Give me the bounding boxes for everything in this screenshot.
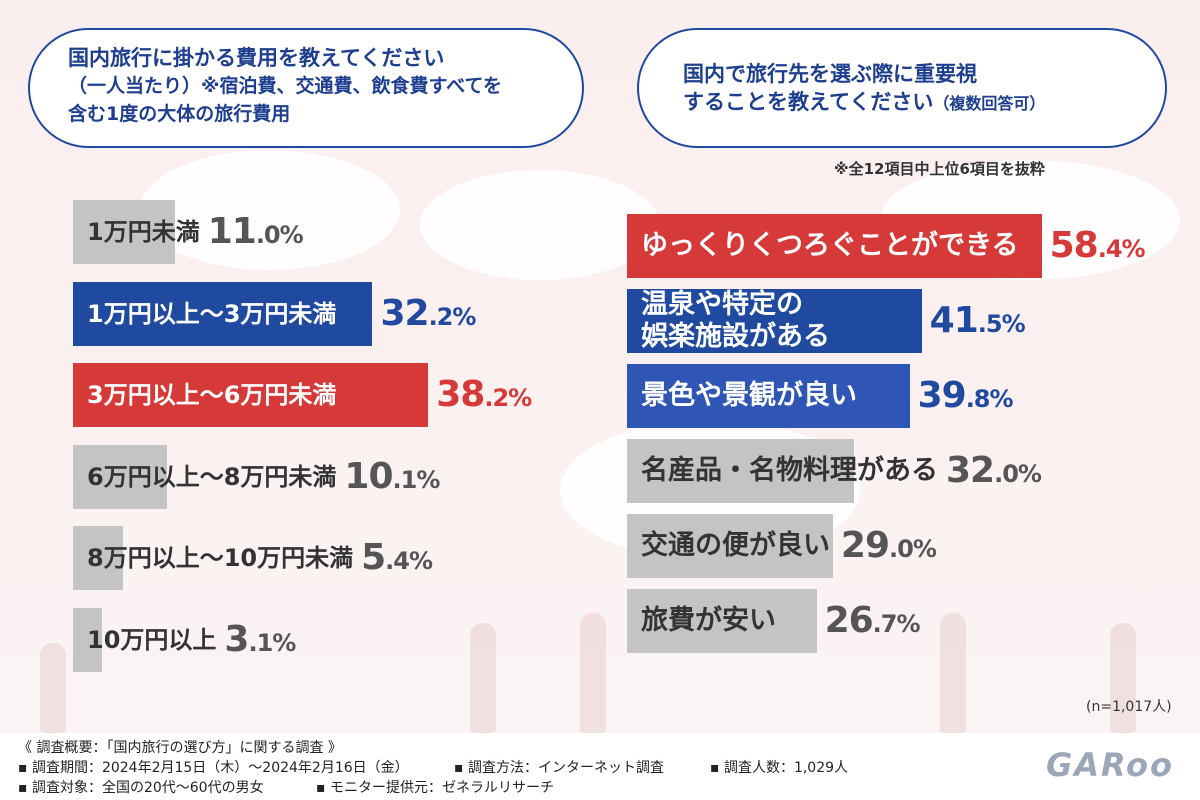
bar-label: 温泉や特定の 娯楽施設がある xyxy=(641,289,830,352)
bar-value: 41.5% xyxy=(929,300,1026,341)
bar-label: 1万円未満 xyxy=(87,218,200,246)
bar-row: 交通の便が良い 29.0% xyxy=(627,514,1187,578)
bar xyxy=(627,214,1042,278)
bar-value: 29.0% xyxy=(840,525,937,566)
bar xyxy=(627,439,855,503)
bar-label: 旅費が安い xyxy=(641,605,776,636)
bar-label: 名産品・名物料理がある xyxy=(641,455,938,486)
bar-label: 10万円以上 xyxy=(87,625,217,654)
bar xyxy=(627,514,833,578)
bar xyxy=(73,200,176,264)
bar xyxy=(73,444,167,509)
garoo-logo: GARoo xyxy=(1045,746,1174,784)
bar-row: 景色や景観が良い 39.8% xyxy=(627,364,1187,428)
bar-label: 3万円以上〜6万円未満 xyxy=(87,381,337,409)
bar-label: 8万円以上〜10万円未満 xyxy=(87,544,354,572)
bar-row: 6万円以上〜8万円未満 10.1% xyxy=(73,444,633,509)
bar xyxy=(627,589,817,653)
survey-count: ▪ 調査人数：1,029人 xyxy=(710,760,849,776)
bar xyxy=(73,281,373,346)
bar xyxy=(627,364,910,428)
bar-row: 3万円以上〜6万円未満 38.2% xyxy=(73,363,633,427)
top-six-note: ※全12項目中上位6項目を抜粋 xyxy=(834,160,1045,178)
traveler-silhouette xyxy=(40,643,66,733)
bar xyxy=(73,526,124,590)
bar-label: 景色や景観が良い xyxy=(641,380,857,411)
bar-row: 名産品・名物料理がある 32.0% xyxy=(627,439,1187,503)
bar-value: 32.2% xyxy=(380,292,476,334)
bar-row: 温泉や特定の 娯楽施設がある 41.5% xyxy=(627,289,1187,353)
bar-row: ゆっくりくつろぐことができる 58.4% xyxy=(627,214,1187,278)
survey-footer: 《 調査概要：「国内旅行の選び方」に関する調査 》 ▪ 調査期間：2024年2月… xyxy=(0,733,1200,800)
bar-value: 38.2% xyxy=(436,374,532,415)
bar-row: 1万円以上〜3万円未満 32.2% xyxy=(73,281,633,346)
bar-row: 10万円以上 3.1% xyxy=(73,607,633,672)
bar-value: 39.8% xyxy=(917,375,1014,416)
bar xyxy=(627,289,922,353)
sample-size: (n=1,017人) xyxy=(1086,699,1172,715)
right-question-line2: することを教えてください xyxy=(683,90,934,114)
left-question-line3: 含む1度の大体の旅行費用 xyxy=(68,103,291,125)
bar xyxy=(73,607,102,672)
bar-value: 32.0% xyxy=(946,450,1042,491)
traveler-silhouette xyxy=(470,623,496,733)
background-cloud xyxy=(420,170,660,280)
bar-value: 26.7% xyxy=(824,600,921,641)
bar-label: 1万円以上〜3万円未満 xyxy=(87,299,337,328)
bar-value: 58.4% xyxy=(1049,225,1146,266)
traveler-silhouette xyxy=(1110,623,1136,733)
bar-row: 8万円以上〜10万円未満 5.4% xyxy=(73,526,633,590)
bar-value: 10.1% xyxy=(344,455,440,497)
bar-label: ゆっくりくつろぐことができる xyxy=(641,230,1019,261)
survey-method: ▪ 調査方法：インターネット調査 xyxy=(454,760,664,776)
right-question-multiple-note: （複数回答可） xyxy=(933,94,1046,113)
left-question-line1: 国内旅行に掛かる費用を教えてください xyxy=(68,46,445,70)
survey-target: ▪ 調査対象：全国の20代〜60代の男女 xyxy=(18,780,264,796)
survey-period: ▪ 調査期間：2024年2月15日（木）〜2024年2月16日（金） xyxy=(18,760,409,776)
traveler-silhouette xyxy=(940,613,966,733)
bar-value: 3.1% xyxy=(224,618,296,660)
bar-row: 旅費が安い 26.7% xyxy=(627,589,1187,653)
bar-label: 6万円以上〜8万円未満 xyxy=(87,462,337,491)
left-question-bubble: 国内旅行に掛かる費用を教えてください （一人当たり）※宿泊費、交通費、飲食費すべ… xyxy=(28,28,584,148)
bar-value: 5.4% xyxy=(361,537,433,578)
right-question-line1: 国内で旅行先を選ぶ際に重要視 xyxy=(683,62,977,86)
bar xyxy=(73,363,429,427)
traveler-silhouette xyxy=(580,613,606,733)
background-cloud xyxy=(140,150,400,270)
survey-monitor: ▪ モニター提供元：ゼネラルリサーチ xyxy=(316,780,554,796)
left-question-line2: （一人当たり）※宿泊費、交通費、飲食費すべてを xyxy=(68,75,503,97)
right-question-bubble: 国内で旅行先を選ぶ際に重要視 することを教えてください（複数回答可） xyxy=(637,28,1167,148)
survey-title: 《 調査概要：「国内旅行の選び方」に関する調査 》 xyxy=(18,740,342,756)
bar-row: 1万円未満 11.0% xyxy=(73,200,633,264)
bar-label: 交通の便が良い xyxy=(641,530,830,561)
bar-value: 11.0% xyxy=(207,211,304,252)
